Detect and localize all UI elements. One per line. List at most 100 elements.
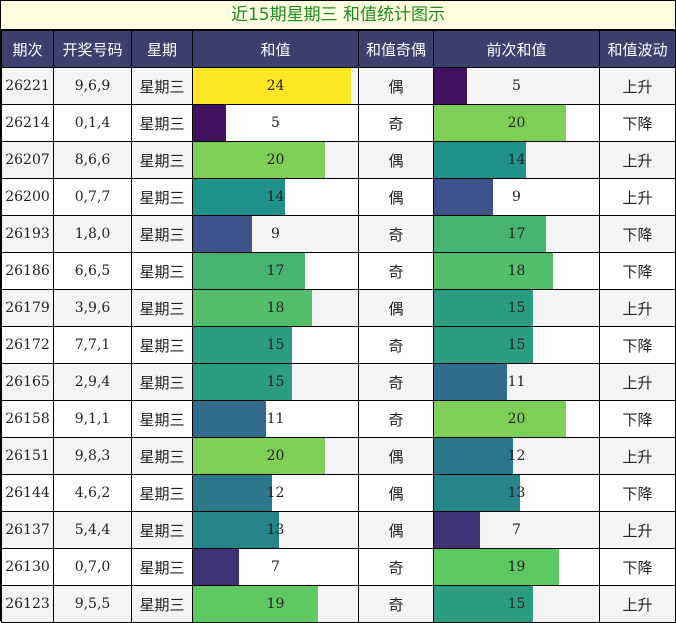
weekday-cell: 星期三 bbox=[131, 289, 193, 327]
sum-label: 15 bbox=[266, 374, 285, 390]
prev-sum-bar bbox=[434, 438, 514, 474]
header-period: 期次 bbox=[1, 30, 54, 68]
sum-bar bbox=[193, 586, 319, 622]
trend-cell: 下降 bbox=[599, 215, 676, 253]
table-body: 26221 9,6,9 星期三 24 偶 5 上升 26214 0,1,4 星期三 5 奇 20 下降 26… bbox=[1, 67, 676, 623]
parity-cell: 偶 bbox=[358, 289, 434, 327]
numbers-cell: 9,6,9 bbox=[53, 67, 132, 105]
trend-cell: 上升 bbox=[599, 437, 676, 475]
sum-bar bbox=[193, 290, 312, 326]
prev-sum-cell: 11 bbox=[433, 363, 600, 401]
sum-label: 15 bbox=[266, 337, 285, 353]
sum-label: 14 bbox=[266, 189, 285, 205]
prev-sum-cell: 17 bbox=[433, 215, 600, 253]
sum-cell: 7 bbox=[192, 548, 359, 586]
period-cell: 26123 bbox=[1, 585, 54, 623]
table-row: 26123 9,5,5 星期三 19 奇 15 上升 bbox=[1, 585, 676, 623]
header-numbers: 开奖号码 bbox=[53, 30, 132, 68]
period-cell: 26186 bbox=[1, 252, 54, 290]
sum-bar bbox=[193, 364, 292, 400]
prev-sum-bar bbox=[434, 586, 533, 622]
prev-sum-label: 17 bbox=[507, 226, 526, 242]
sum-cell: 13 bbox=[192, 511, 359, 549]
numbers-cell: 2,9,4 bbox=[53, 363, 132, 401]
prev-sum-label: 15 bbox=[507, 596, 526, 612]
weekday-cell: 星期三 bbox=[131, 252, 193, 290]
numbers-cell: 1,8,0 bbox=[53, 215, 132, 253]
numbers-cell: 0,7,7 bbox=[53, 178, 132, 216]
numbers-cell: 9,8,3 bbox=[53, 437, 132, 475]
weekday-cell: 星期三 bbox=[131, 215, 193, 253]
prev-sum-bar bbox=[434, 401, 566, 437]
prev-sum-label: 11 bbox=[507, 374, 526, 390]
period-cell: 26221 bbox=[1, 67, 54, 105]
sum-bar bbox=[193, 327, 292, 363]
parity-cell: 偶 bbox=[358, 178, 434, 216]
header-row: 期次 开奖号码 星期 和值 和值奇偶 前次和值 和值波动 bbox=[1, 30, 676, 68]
weekday-cell: 星期三 bbox=[131, 326, 193, 364]
numbers-cell: 4,6,2 bbox=[53, 474, 132, 512]
header-parity: 和值奇偶 bbox=[358, 30, 434, 68]
table-row: 26137 5,4,4 星期三 13 偶 7 上升 bbox=[1, 511, 676, 549]
table-row: 26193 1,8,0 星期三 9 奇 17 下降 bbox=[1, 215, 676, 253]
trend-cell: 上升 bbox=[599, 67, 676, 105]
trend-cell: 上升 bbox=[599, 363, 676, 401]
prev-sum-cell: 15 bbox=[433, 326, 600, 364]
period-cell: 26200 bbox=[1, 178, 54, 216]
sum-cell: 12 bbox=[192, 474, 359, 512]
numbers-cell: 0,7,0 bbox=[53, 548, 132, 586]
numbers-cell: 0,1,4 bbox=[53, 104, 132, 142]
weekday-cell: 星期三 bbox=[131, 67, 193, 105]
prev-sum-label: 19 bbox=[507, 559, 526, 575]
period-cell: 26151 bbox=[1, 437, 54, 475]
sum-bar bbox=[193, 179, 286, 215]
weekday-cell: 星期三 bbox=[131, 437, 193, 475]
prev-sum-label: 13 bbox=[507, 485, 526, 501]
prev-sum-cell: 15 bbox=[433, 289, 600, 327]
parity-cell: 偶 bbox=[358, 474, 434, 512]
sum-stats-table: 期次 开奖号码 星期 和值 和值奇偶 前次和值 和值波动 26221 9,6,9 星… bbox=[1, 30, 676, 623]
period-cell: 26179 bbox=[1, 289, 54, 327]
period-cell: 26158 bbox=[1, 400, 54, 438]
table-row: 26172 7,7,1 星期三 15 奇 15 下降 bbox=[1, 326, 676, 364]
header-prev-sum: 前次和值 bbox=[433, 30, 600, 68]
sum-cell: 5 bbox=[192, 104, 359, 142]
parity-cell: 奇 bbox=[358, 326, 434, 364]
sum-label: 19 bbox=[266, 596, 285, 612]
weekday-cell: 星期三 bbox=[131, 548, 193, 586]
prev-sum-label: 7 bbox=[512, 522, 521, 538]
trend-cell: 上升 bbox=[599, 141, 676, 179]
prev-sum-label: 12 bbox=[507, 448, 526, 464]
weekday-cell: 星期三 bbox=[131, 104, 193, 142]
weekday-cell: 星期三 bbox=[131, 400, 193, 438]
sum-bar bbox=[193, 475, 273, 511]
sum-bar bbox=[193, 68, 352, 104]
numbers-cell: 6,6,5 bbox=[53, 252, 132, 290]
sum-cell: 9 bbox=[192, 215, 359, 253]
sum-cell: 24 bbox=[192, 67, 359, 105]
trend-cell: 上升 bbox=[599, 289, 676, 327]
table-row: 26144 4,6,2 星期三 12 偶 13 下降 bbox=[1, 474, 676, 512]
weekday-cell: 星期三 bbox=[131, 178, 193, 216]
sum-cell: 20 bbox=[192, 141, 359, 179]
table-row: 26221 9,6,9 星期三 24 偶 5 上升 bbox=[1, 67, 676, 105]
parity-cell: 奇 bbox=[358, 215, 434, 253]
prev-sum-label: 18 bbox=[507, 263, 526, 279]
prev-sum-label: 20 bbox=[507, 411, 526, 427]
period-cell: 26165 bbox=[1, 363, 54, 401]
prev-sum-bar bbox=[434, 142, 527, 178]
weekday-cell: 星期三 bbox=[131, 585, 193, 623]
prev-sum-cell: 7 bbox=[433, 511, 600, 549]
parity-cell: 奇 bbox=[358, 400, 434, 438]
trend-cell: 下降 bbox=[599, 548, 676, 586]
numbers-cell: 5,4,4 bbox=[53, 511, 132, 549]
sum-cell: 15 bbox=[192, 326, 359, 364]
period-cell: 26214 bbox=[1, 104, 54, 142]
prev-sum-bar bbox=[434, 549, 560, 585]
sum-cell: 17 bbox=[192, 252, 359, 290]
parity-cell: 偶 bbox=[358, 437, 434, 475]
prev-sum-label: 15 bbox=[507, 300, 526, 316]
period-cell: 26144 bbox=[1, 474, 54, 512]
weekday-cell: 星期三 bbox=[131, 363, 193, 401]
